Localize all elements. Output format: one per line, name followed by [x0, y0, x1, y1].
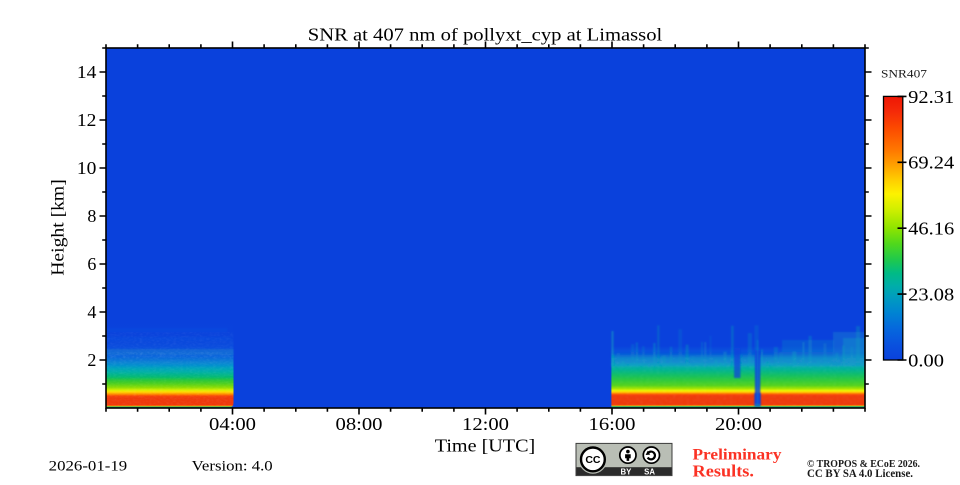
svg-text:Height [km]: Height [km] [48, 179, 68, 276]
svg-text:2: 2 [87, 350, 96, 370]
svg-text:08:00: 08:00 [336, 414, 383, 434]
svg-text:12: 12 [77, 110, 97, 130]
svg-text:04:00: 04:00 [209, 414, 256, 434]
svg-text:Time [UTC]: Time [UTC] [435, 435, 536, 455]
svg-text:CC: CC [585, 454, 601, 466]
svg-text:Version: 4.0: Version: 4.0 [192, 458, 273, 474]
svg-text:8: 8 [87, 206, 96, 226]
svg-text:10: 10 [77, 158, 97, 178]
svg-text:SA: SA [644, 468, 655, 477]
svg-text:14: 14 [77, 62, 97, 82]
svg-text:6: 6 [87, 254, 96, 274]
svg-text:0.00: 0.00 [908, 350, 944, 370]
svg-text:CC BY SA 4.0 License.: CC BY SA 4.0 License. [807, 468, 913, 480]
svg-text:69.24: 69.24 [908, 153, 954, 173]
svg-text:4: 4 [87, 302, 96, 322]
svg-text:Preliminary: Preliminary [693, 446, 782, 464]
svg-text:Results.: Results. [693, 462, 755, 480]
svg-text:20:00: 20:00 [715, 414, 762, 434]
svg-text:92.31: 92.31 [908, 87, 954, 107]
svg-text:2026-01-19: 2026-01-19 [49, 458, 128, 474]
svg-text:SNR at 407 nm of pollyxt_cyp a: SNR at 407 nm of pollyxt_cyp at Limassol [308, 24, 663, 44]
svg-text:© TROPOS & ECoE 2026.: © TROPOS & ECoE 2026. [807, 458, 920, 470]
svg-text:46.16: 46.16 [908, 219, 954, 239]
svg-text:SNR407: SNR407 [881, 69, 927, 81]
svg-text:BY: BY [620, 468, 632, 477]
svg-text:16:00: 16:00 [589, 414, 636, 434]
svg-text:12:00: 12:00 [462, 414, 509, 434]
svg-text:23.08: 23.08 [908, 285, 954, 305]
